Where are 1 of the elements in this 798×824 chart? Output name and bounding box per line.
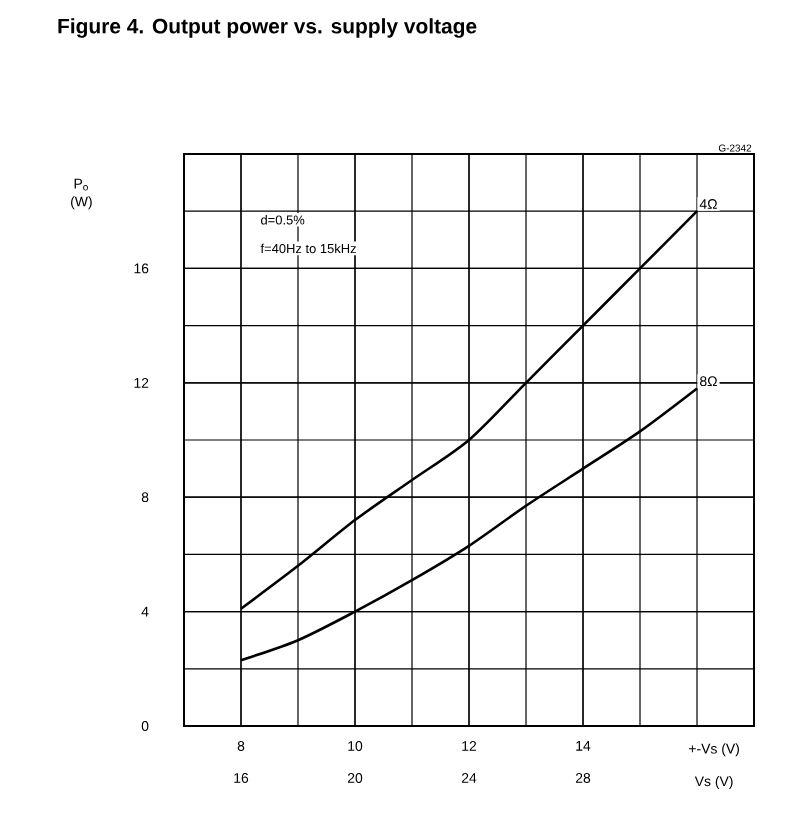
chart-title: Figure 4. Output power vs. supply voltage: [58, 18, 477, 38]
